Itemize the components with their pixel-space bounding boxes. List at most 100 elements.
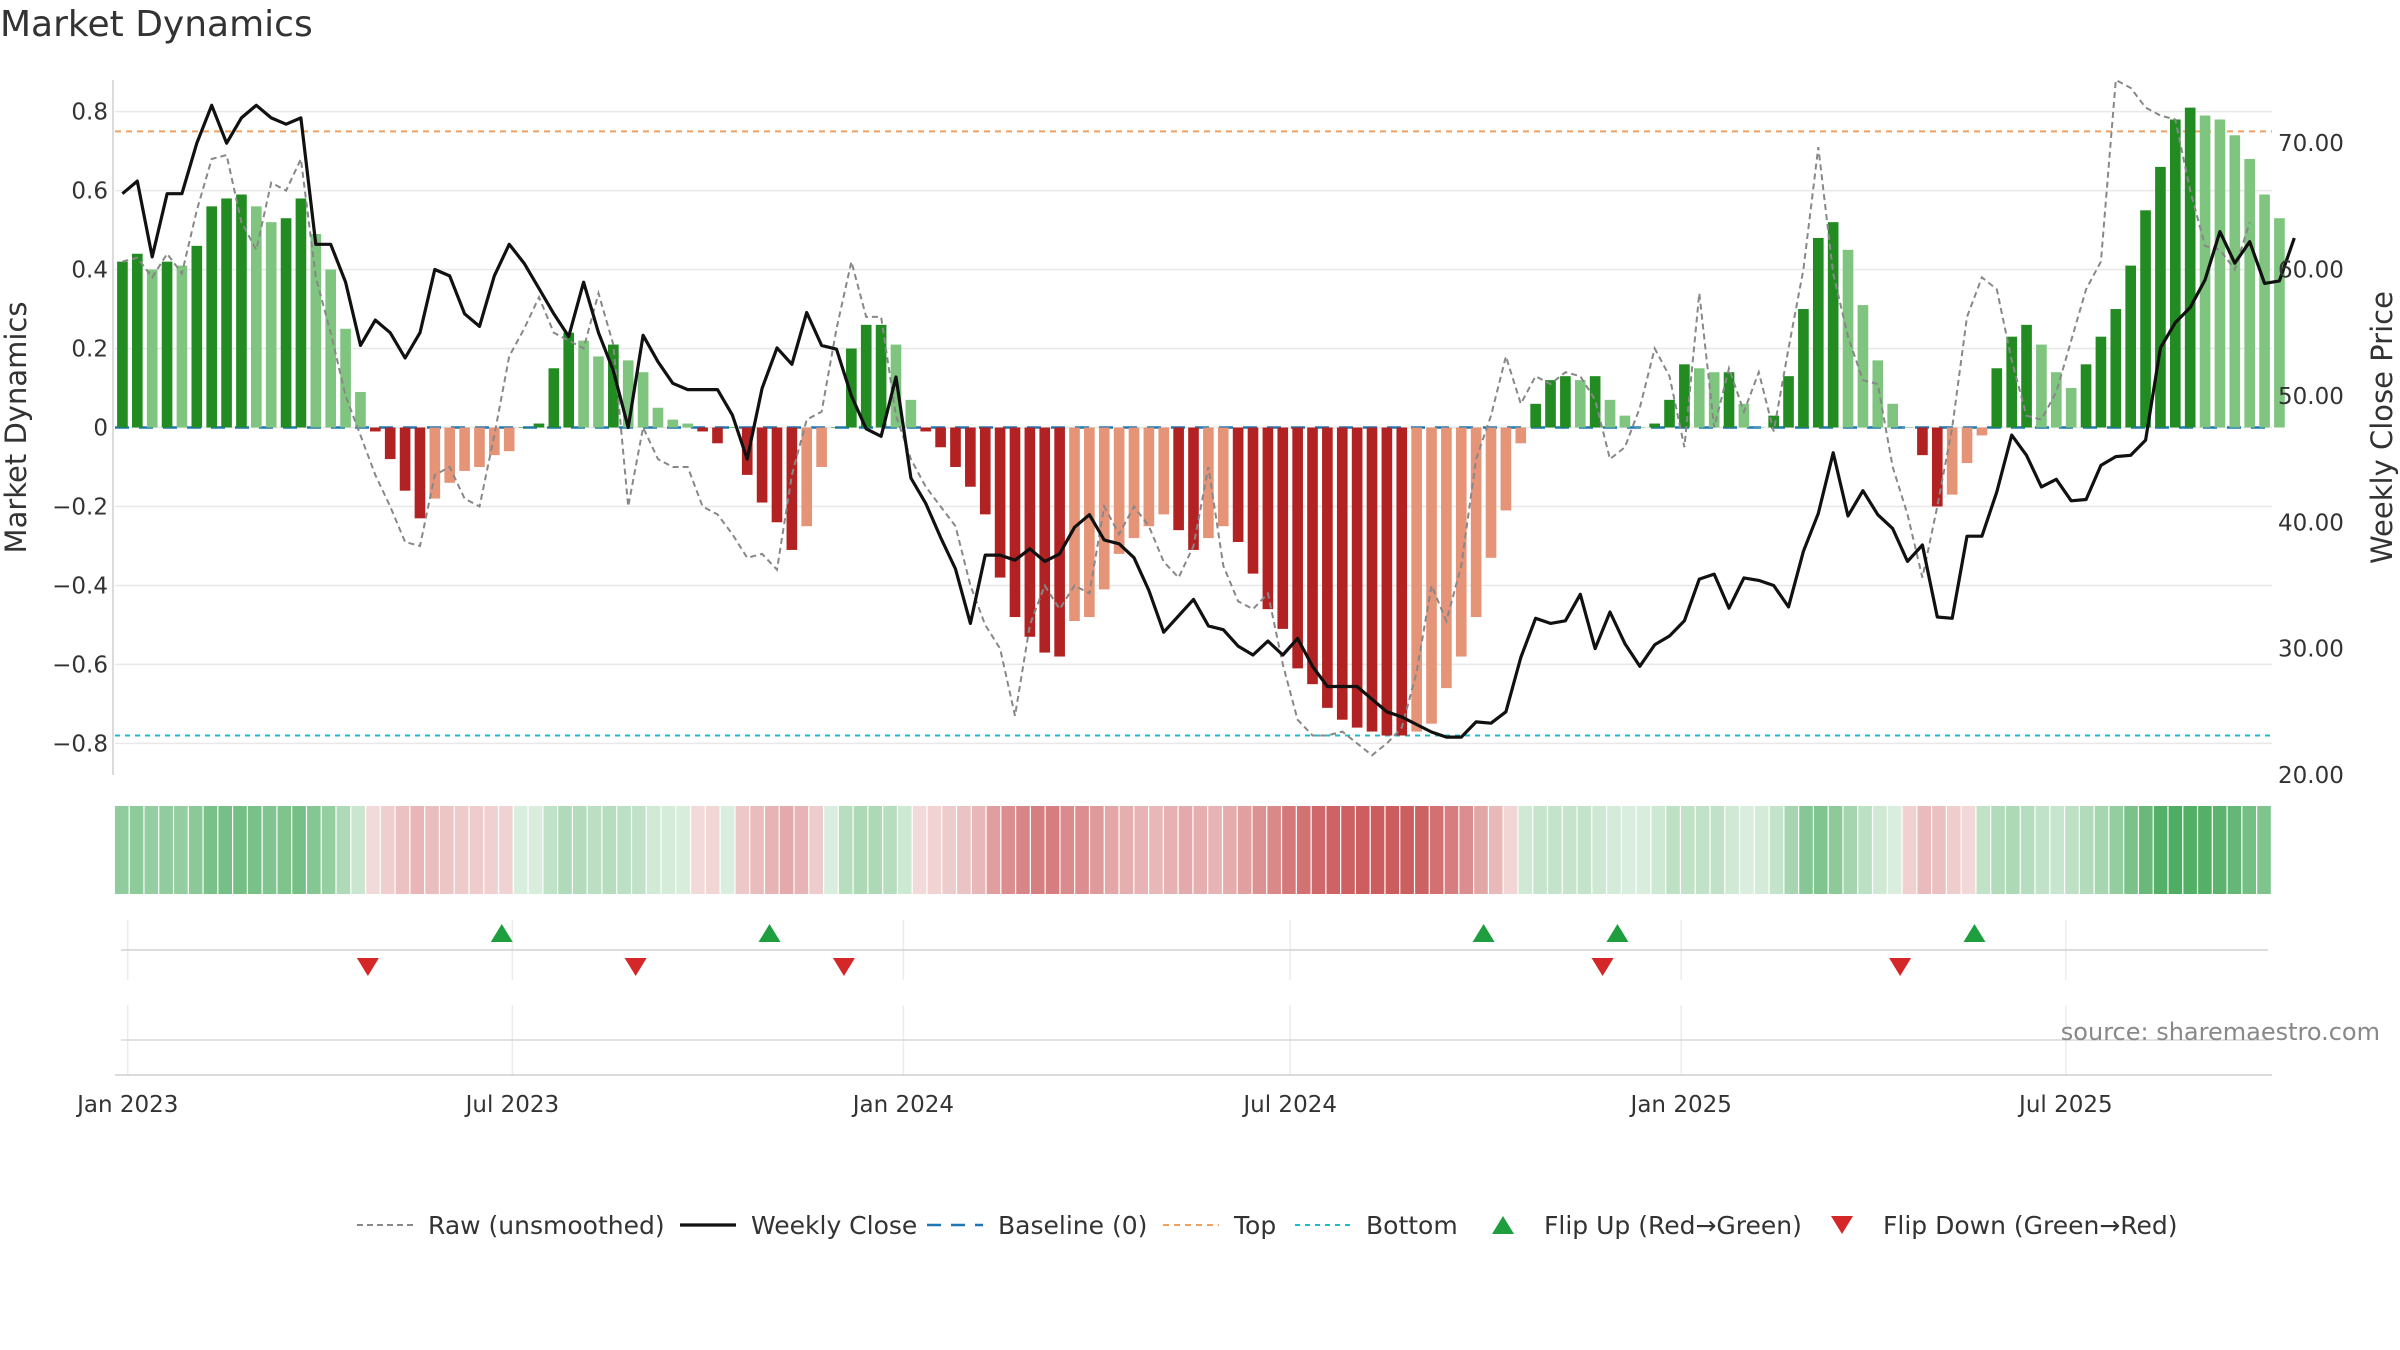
regime-strip-cell (1814, 806, 1828, 894)
market-dynamics-bar (1753, 427, 1765, 428)
market-dynamics-bar (2274, 218, 2285, 428)
market-dynamics-bar (2095, 336, 2107, 428)
regime-strip (115, 806, 2271, 894)
market-dynamics-bar (831, 427, 842, 428)
market-dynamics-bar (1292, 427, 1303, 669)
regime-strip-cell (1607, 806, 1621, 894)
regime-strip-cell (765, 806, 779, 894)
market-dynamics-bar (310, 234, 322, 428)
market-dynamics-bar (251, 206, 262, 428)
market-dynamics-bar (1887, 403, 1898, 428)
regime-strip-cell (1459, 806, 1474, 894)
regime-strip-cell (277, 806, 292, 894)
regime-strip-cell (1858, 806, 1872, 894)
regime-strip-cell (366, 806, 380, 894)
regime-strip-cell (2227, 806, 2242, 894)
market-dynamics-bar (1054, 427, 1065, 657)
flip-up-marker (1472, 924, 1495, 942)
regime-strip-cell (2168, 806, 2183, 894)
market-dynamics-bar (994, 427, 1006, 578)
regime-strip-cell (1134, 806, 1148, 894)
market-dynamics-bar (1084, 427, 1095, 618)
market-dynamics-bar (1530, 403, 1541, 428)
market-dynamics-bar (2229, 135, 2241, 428)
regime-strip-cell (691, 806, 705, 894)
market-dynamics-bar (1396, 427, 1408, 736)
market-dynamics-bar (563, 332, 575, 428)
market-dynamics-bar (1560, 376, 1571, 428)
regime-strip-cell (336, 806, 351, 894)
regime-strip-cell (218, 806, 232, 894)
regime-strip-cell (499, 806, 513, 894)
regime-strip-cell (1119, 806, 1134, 894)
regime-strip-cell (2006, 806, 2020, 894)
regime-strip-cell (410, 806, 425, 894)
regime-strip-cell (898, 806, 912, 894)
market-dynamics-bar (1307, 427, 1318, 685)
market-dynamics-bar (2065, 388, 2077, 428)
market-dynamics-bar (1232, 427, 1244, 543)
regime-strip-cell (1887, 806, 1902, 894)
market-dynamics-bar (593, 356, 604, 428)
regime-strip-cell (927, 806, 942, 894)
regime-strip-cell (513, 806, 528, 894)
regime-strip-cell (2212, 806, 2227, 894)
market-dynamics-bar (1470, 427, 1482, 618)
y-tick-label-right: 60.00 (2278, 258, 2344, 284)
market-dynamics-bar (935, 427, 946, 448)
market-dynamics-bar (474, 427, 485, 467)
market-dynamics-bar (979, 427, 991, 515)
regime-strip-cell (735, 806, 750, 894)
market-dynamics-bar (1426, 427, 1437, 724)
market-dynamics-bar (2050, 372, 2062, 428)
regime-strip-cell (558, 806, 572, 894)
market-dynamics-bar (325, 269, 337, 428)
regime-strip-cell (2079, 806, 2094, 894)
regime-strip-cell (1961, 806, 1976, 894)
market-dynamics-bar (2184, 107, 2196, 428)
regime-strip-cell (262, 806, 277, 894)
market-dynamics-bar (801, 427, 813, 527)
market-dynamics-bar (2155, 166, 2166, 428)
market-dynamics-bar (1069, 427, 1080, 621)
regime-strip-cell (1252, 806, 1267, 894)
regime-strip-cell (1503, 806, 1518, 894)
flip-up-marker (490, 924, 513, 942)
regime-strip-cell (1651, 806, 1666, 894)
regime-strip-cell (351, 806, 365, 894)
market-dynamics-bar (1441, 427, 1452, 689)
market-dynamics-bar (2125, 265, 2136, 428)
regime-strip-cell (129, 806, 144, 894)
regime-strip-cell (1296, 806, 1311, 894)
market-dynamics-bar (295, 198, 307, 428)
market-dynamics-bar (2036, 344, 2047, 428)
market-dynamics-bar (1158, 427, 1170, 515)
x-tick-label: Jan 2024 (851, 1092, 954, 1118)
regime-strip-cell (2124, 806, 2138, 894)
dynamics-bars (117, 107, 2285, 736)
market-dynamics-bar (2244, 158, 2256, 428)
regime-strip-cell (809, 806, 823, 894)
market-dynamics-bar (1322, 427, 1333, 708)
regime-strip-cell (1060, 806, 1075, 894)
regime-strip-cell (2153, 806, 2168, 894)
regime-strip-cell (1533, 806, 1547, 894)
regime-strip-cell (2198, 806, 2212, 894)
market-dynamics-bar (816, 427, 827, 467)
regime-strip-cell (2065, 806, 2079, 894)
regime-strip-cell (632, 806, 646, 894)
regime-strip-cell (587, 806, 602, 894)
regime-strip-cell (1429, 806, 1444, 894)
market-dynamics-bar (518, 427, 530, 428)
regime-strip-cell (1873, 806, 1887, 894)
market-dynamics-bar (578, 340, 589, 428)
market-dynamics-bar (1262, 427, 1274, 610)
market-dynamics-bar (950, 427, 961, 467)
market-dynamics-bar (1917, 427, 1928, 456)
market-dynamics-bar (1902, 427, 1913, 428)
regime-strip-cell (1149, 806, 1163, 894)
regime-strip-cell (1208, 806, 1222, 894)
regime-strip-cell (1548, 806, 1562, 894)
y-tick-label-left: 0 (93, 416, 108, 442)
market-dynamics-bar (771, 427, 783, 523)
